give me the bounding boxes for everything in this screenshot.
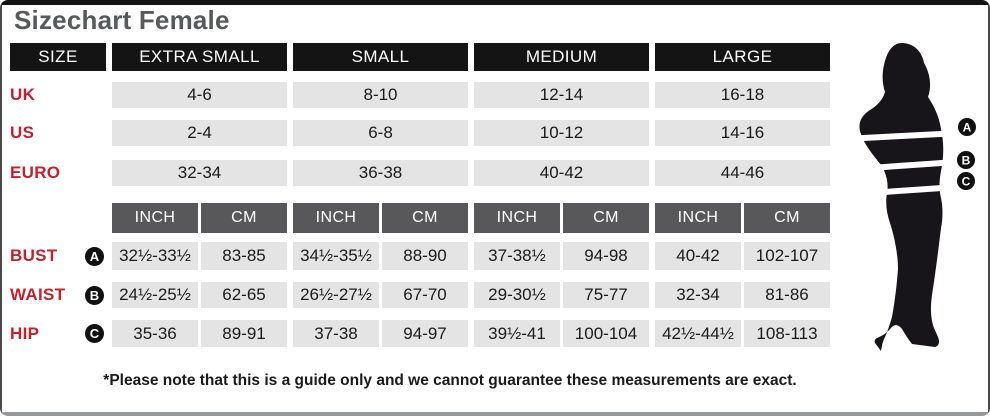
value-cell: 6-8: [293, 120, 468, 146]
header-cell-medium: MEDIUM: [474, 43, 649, 71]
value-cell: 2-4: [112, 120, 287, 146]
value-cell: 81-86: [744, 282, 830, 308]
row-label-waist: WAIST: [10, 285, 66, 304]
value-cell: 37-38½: [474, 242, 560, 270]
footnote-text: *Please note that this is a guide only a…: [103, 372, 797, 389]
header-cell-large: LARGE: [655, 43, 830, 71]
marker-c-icon: C: [957, 172, 975, 190]
value-cell: 42½-44½: [655, 320, 741, 347]
value-cell: 89-91: [201, 320, 287, 347]
waist-cut-line: [872, 159, 954, 171]
unit-header-spacer: [10, 203, 106, 233]
value-cell: 67-70: [382, 282, 468, 308]
table-row-hip: HIP C 35-36 89-91 37-38 94-97 39½-41 100…: [10, 320, 830, 347]
value-cell: 94-98: [563, 242, 649, 270]
unit-header-inch: INCH: [293, 203, 379, 233]
marker-b-icon: B: [85, 285, 104, 305]
svg-text:A: A: [963, 121, 972, 135]
header-cell-size: SIZE: [10, 43, 106, 71]
value-cell: 36-38: [293, 160, 468, 186]
unit-header-row: INCH CM INCH CM INCH CM INCH CM: [10, 203, 830, 233]
unit-header-cm: CM: [201, 203, 287, 233]
unit-header-inch: INCH: [474, 203, 560, 233]
value-cell: 16-18: [655, 82, 830, 108]
value-cell: 10-12: [474, 120, 649, 146]
row-label-uk: UK: [10, 85, 36, 104]
value-cell: 94-97: [382, 320, 468, 347]
value-cell: 102-107: [744, 242, 830, 270]
svg-text:C: C: [962, 175, 971, 189]
header-cell-small: SMALL: [293, 43, 468, 71]
marker-a-icon: A: [85, 246, 104, 266]
value-cell: 14-16: [655, 120, 830, 146]
value-cell: 29-30½: [474, 282, 560, 308]
marker-b-icon: B: [957, 151, 975, 169]
value-cell: 32-34: [655, 282, 741, 308]
unit-header-cm: CM: [382, 203, 468, 233]
value-cell: 32-34: [112, 160, 287, 186]
table-row-bust: BUST A 32½-33½ 83-85 34½-35½ 88-90 37-38…: [10, 242, 830, 270]
frame-border-right: [988, 0, 990, 416]
marker-c-icon: C: [85, 324, 104, 343]
value-cell: 26½-27½: [293, 282, 379, 308]
value-cell: 75-77: [563, 282, 649, 308]
unit-header-cm: CM: [563, 203, 649, 233]
value-cell: 83-85: [201, 242, 287, 270]
bust-cut-line: [851, 130, 954, 142]
table-row-euro: EURO 32-34 36-38 40-42 44-46: [10, 160, 830, 186]
value-cell: 8-10: [293, 82, 468, 108]
svg-text:B: B: [962, 154, 971, 168]
row-label-us: US: [10, 123, 35, 142]
marker-a-icon: A: [958, 118, 976, 136]
table-row-waist: WAIST B 24½-25½ 62-65 26½-27½ 67-70 29-3…: [10, 282, 830, 308]
value-cell: 35-36: [112, 320, 198, 347]
table-row-uk: UK 4-6 8-10 12-14 16-18: [10, 82, 830, 108]
value-cell: 40-42: [474, 160, 649, 186]
header-cell-extra-small: EXTRA SMALL: [112, 43, 287, 71]
value-cell: 24½-25½: [112, 282, 198, 308]
value-cell: 100-104: [563, 320, 649, 347]
value-cell: 39½-41: [474, 320, 560, 347]
row-label-hip: HIP: [10, 323, 40, 343]
hip-cut-line: [872, 184, 954, 196]
value-cell: 37-38: [293, 320, 379, 347]
value-cell: 32½-33½: [112, 242, 198, 270]
page-title: Sizechart Female: [14, 5, 230, 35]
row-label-bust: BUST: [10, 246, 58, 265]
frame-border-bottom: [0, 412, 990, 416]
table-row-us: US 2-4 6-8 10-12 14-16: [10, 120, 830, 146]
size-header-row: SIZE EXTRA SMALL SMALL MEDIUM LARGE: [10, 43, 830, 71]
unit-header-inch: INCH: [112, 203, 198, 233]
row-label-euro: EURO: [10, 163, 61, 182]
frame-border-top: [0, 0, 990, 5]
value-cell: 62-65: [201, 282, 287, 308]
value-cell: 88-90: [382, 242, 468, 270]
female-silhouette: A B C: [851, 43, 976, 351]
value-cell: 12-14: [474, 82, 649, 108]
value-cell: 108-113: [744, 320, 830, 347]
frame-border-left: [0, 0, 2, 416]
unit-header-inch: INCH: [655, 203, 741, 233]
value-cell: 44-46: [655, 160, 830, 186]
value-cell: 34½-35½: [293, 242, 379, 270]
unit-header-cm: CM: [744, 203, 830, 233]
value-cell: 4-6: [112, 82, 287, 108]
value-cell: 40-42: [655, 242, 741, 270]
